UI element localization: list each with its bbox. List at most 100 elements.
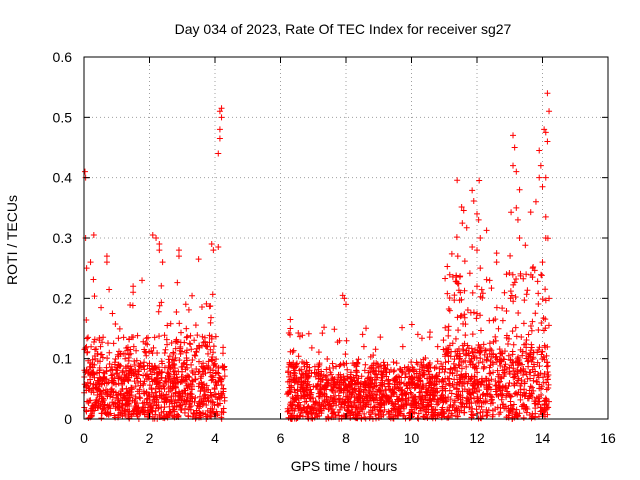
data-point xyxy=(184,333,191,340)
data-point xyxy=(312,373,319,380)
data-point xyxy=(543,363,550,370)
data-point xyxy=(306,387,313,394)
data-point xyxy=(347,369,354,376)
data-point xyxy=(188,381,195,388)
data-point xyxy=(208,314,214,321)
data-point xyxy=(454,253,461,260)
data-point xyxy=(213,382,220,389)
data-point xyxy=(464,395,471,402)
data-point xyxy=(445,358,452,365)
data-point xyxy=(458,365,465,372)
data-point xyxy=(135,368,142,375)
data-point xyxy=(496,356,503,363)
data-point xyxy=(193,407,200,414)
data-point xyxy=(141,366,148,373)
data-point xyxy=(114,351,121,358)
x-tick-label: 12 xyxy=(469,430,485,446)
data-point xyxy=(477,265,484,272)
data-point xyxy=(87,376,94,383)
data-point xyxy=(477,327,484,334)
data-point xyxy=(349,389,356,396)
data-point xyxy=(83,265,90,272)
data-point xyxy=(529,265,536,272)
data-point xyxy=(186,404,193,411)
data-point xyxy=(171,408,178,415)
data-point xyxy=(542,213,549,220)
data-point xyxy=(453,353,460,360)
data-point xyxy=(340,389,347,396)
data-point xyxy=(513,204,520,211)
data-point xyxy=(399,324,406,331)
data-point xyxy=(201,392,208,399)
data-point xyxy=(451,292,458,299)
data-point xyxy=(158,299,165,306)
data-point xyxy=(489,350,496,357)
data-point xyxy=(407,389,414,396)
data-point xyxy=(470,197,477,204)
data-point xyxy=(324,356,331,363)
data-point xyxy=(315,363,322,370)
data-point xyxy=(471,364,478,371)
data-point xyxy=(342,351,349,358)
data-point xyxy=(507,252,514,259)
data-point xyxy=(372,346,379,353)
data-point xyxy=(453,385,460,392)
data-point xyxy=(358,373,365,380)
data-point xyxy=(204,407,211,414)
data-point xyxy=(488,347,495,354)
data-point xyxy=(418,388,425,395)
data-point xyxy=(499,392,506,399)
data-point xyxy=(454,393,461,400)
data-point xyxy=(487,393,494,400)
data-point xyxy=(540,374,547,381)
data-point xyxy=(453,234,460,241)
data-point xyxy=(106,349,113,356)
data-point xyxy=(372,383,379,390)
data-point xyxy=(104,340,111,347)
data-point xyxy=(445,375,452,382)
data-point xyxy=(455,280,462,287)
data-point xyxy=(544,362,551,369)
data-point xyxy=(486,370,493,377)
data-point xyxy=(527,347,534,354)
data-point xyxy=(94,350,101,357)
data-point xyxy=(398,391,405,398)
data-point xyxy=(357,394,364,401)
data-point xyxy=(388,407,395,414)
data-point xyxy=(284,405,291,412)
data-point xyxy=(486,277,493,284)
data-point xyxy=(209,372,216,379)
data-point xyxy=(507,288,514,295)
data-point xyxy=(458,312,465,319)
data-point xyxy=(329,360,336,367)
data-point xyxy=(311,369,318,376)
data-point xyxy=(313,399,320,406)
x-tick-label: 10 xyxy=(404,430,420,446)
data-point xyxy=(405,397,412,404)
data-point xyxy=(134,375,141,382)
data-point xyxy=(127,301,134,308)
data-point xyxy=(114,370,121,377)
data-point xyxy=(429,392,436,399)
data-point xyxy=(330,400,337,407)
data-point xyxy=(155,308,162,315)
data-point xyxy=(539,183,546,190)
data-point xyxy=(523,291,530,298)
data-point xyxy=(220,344,227,351)
data-point xyxy=(538,319,545,326)
data-point xyxy=(103,253,110,260)
data-point xyxy=(518,333,525,340)
data-point xyxy=(496,384,503,391)
data-point xyxy=(153,381,160,388)
data-point xyxy=(218,114,225,121)
data-point xyxy=(328,386,335,393)
data-point xyxy=(137,395,144,402)
data-point xyxy=(343,301,349,308)
data-point xyxy=(298,381,305,388)
data-point xyxy=(399,343,406,350)
data-point xyxy=(511,380,518,387)
data-point xyxy=(524,358,531,365)
data-point xyxy=(167,320,174,327)
data-point xyxy=(419,364,426,371)
data-point xyxy=(418,335,425,342)
